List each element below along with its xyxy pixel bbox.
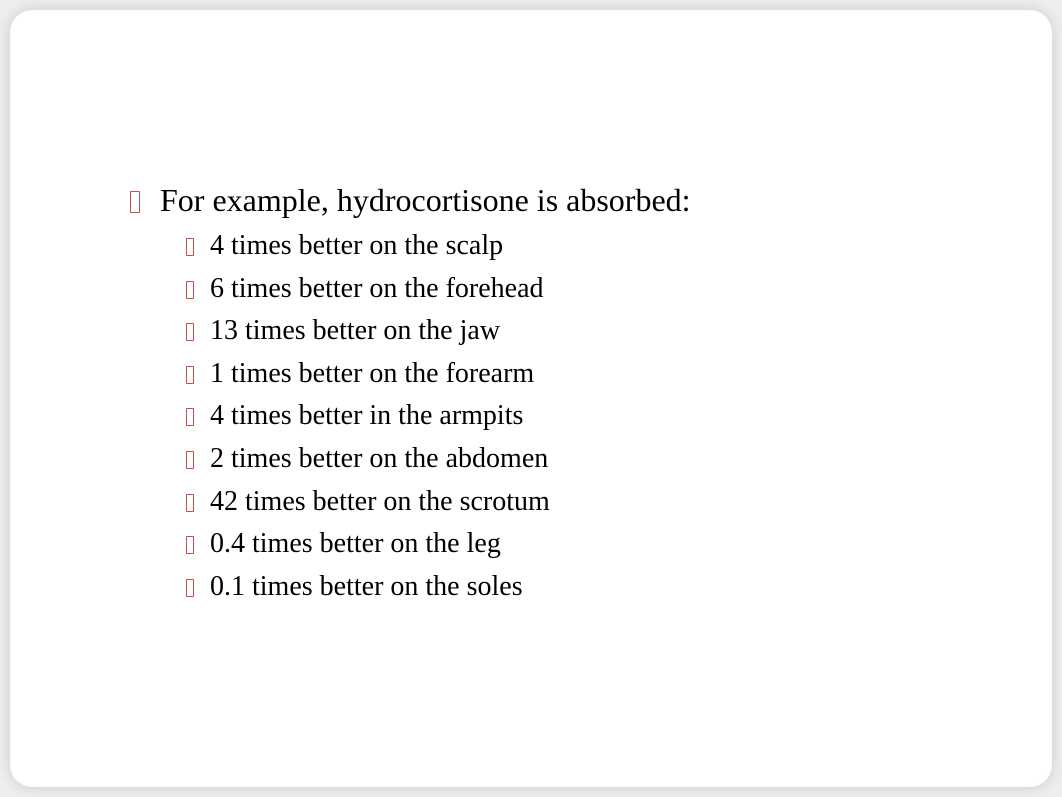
list-item: 2 times better on the abdomen	[186, 439, 972, 480]
slide: For example, hydrocortisone is absorbed:…	[10, 10, 1052, 787]
list-item-text: 4 times better in the armpits	[210, 396, 523, 437]
list-item: 0.4 times better on the leg	[186, 524, 972, 565]
list-item-text: 2 times better on the abdomen	[210, 439, 548, 480]
bullet-icon	[186, 406, 210, 428]
list-heading-text: For example, hydrocortisone is absorbed:	[160, 180, 691, 220]
list-item: 42 times better on the scrotum	[186, 482, 972, 523]
bullet-icon	[130, 189, 160, 215]
list-item: 1 times better on the forearm	[186, 354, 972, 395]
bullet-icon	[186, 279, 210, 301]
bullet-icon	[186, 577, 210, 599]
bullet-icon	[186, 236, 210, 258]
list-item: For example, hydrocortisone is absorbed:	[130, 180, 972, 220]
list-item-text: 0.4 times better on the leg	[210, 524, 501, 565]
list-item: 13 times better on the jaw	[186, 311, 972, 352]
list-item: 4 times better on the scalp	[186, 226, 972, 267]
list-item-text: 42 times better on the scrotum	[210, 482, 550, 523]
list-item: 0.1 times better on the soles	[186, 567, 972, 608]
slide-container: For example, hydrocortisone is absorbed:…	[0, 0, 1062, 797]
list-item-text: 6 times better on the forehead	[210, 269, 544, 310]
list-item: 4 times better in the armpits	[186, 396, 972, 437]
bullet-icon	[186, 321, 210, 343]
bullet-icon	[186, 449, 210, 471]
sub-list: 4 times better on the scalp 6 times bett…	[186, 226, 972, 607]
list-item-text: 1 times better on the forearm	[210, 354, 534, 395]
list-item-text: 4 times better on the scalp	[210, 226, 503, 267]
list-item-text: 0.1 times better on the soles	[210, 567, 523, 608]
bullet-icon	[186, 534, 210, 556]
bullet-icon	[186, 492, 210, 514]
list-item: 6 times better on the forehead	[186, 269, 972, 310]
content-block: For example, hydrocortisone is absorbed:…	[130, 180, 972, 609]
list-item-text: 13 times better on the jaw	[210, 311, 500, 352]
bullet-icon	[186, 364, 210, 386]
